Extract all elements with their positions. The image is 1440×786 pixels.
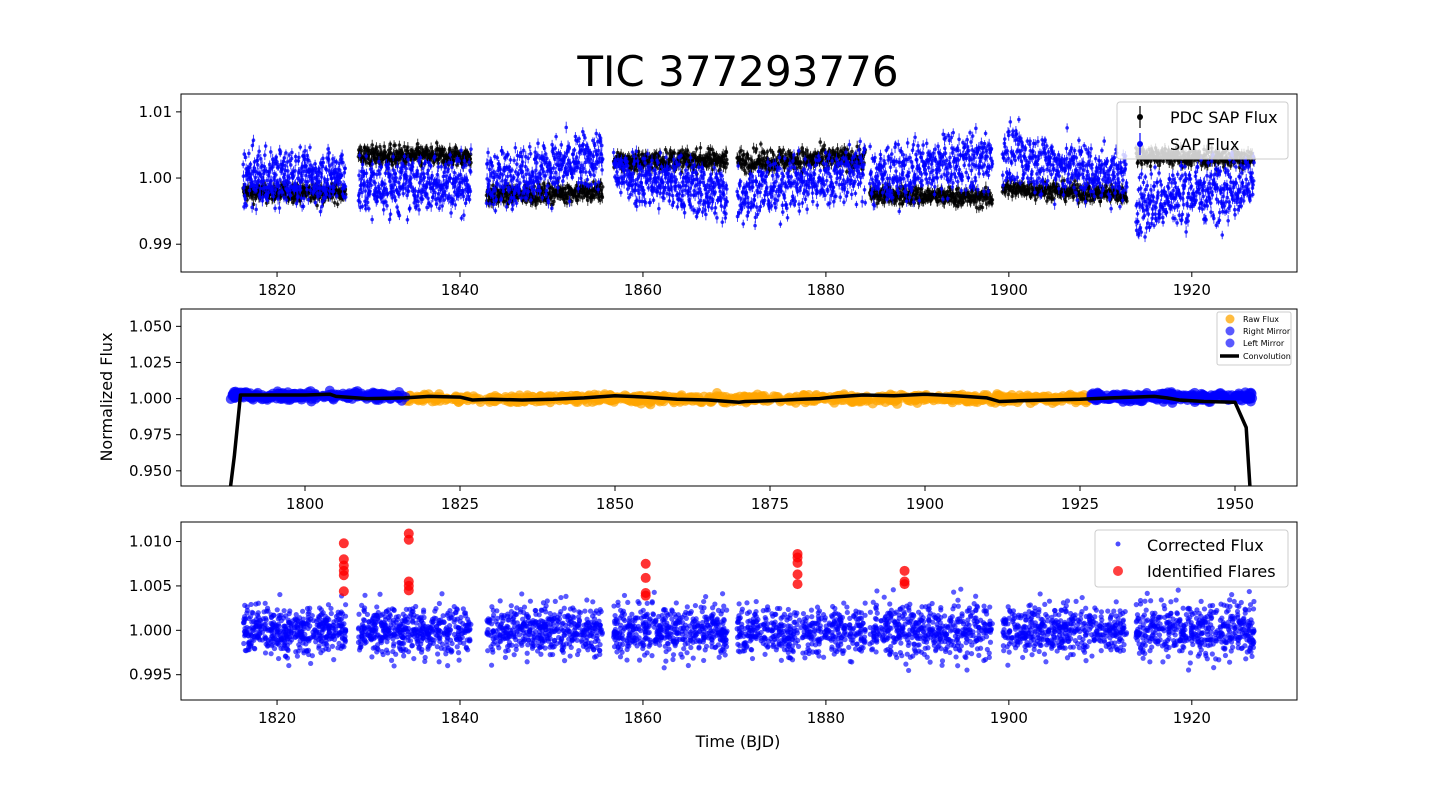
data-point [1063,199,1068,204]
data-point [575,198,580,203]
data-point [419,145,423,150]
data-point [434,141,439,145]
data-point [1073,179,1077,183]
data-point [429,145,433,150]
data-point [757,154,762,158]
data-point [956,186,960,191]
data-point [565,201,569,205]
data-point [600,195,605,200]
data-point [1171,163,1175,167]
data-point [765,150,770,154]
data-point [850,149,854,154]
data-point [454,146,458,150]
data-point [382,144,387,149]
data-point [724,150,729,155]
data-point [1140,162,1144,167]
data-point [335,202,340,207]
data-point [548,190,553,195]
data-point [402,144,407,149]
data-point [442,147,447,152]
data-point [332,200,337,205]
data-point [415,142,420,146]
data-point [534,202,538,207]
plot-area-flux-comparison [241,115,1256,243]
data-point [710,147,714,152]
data-point [990,198,995,202]
data-point [694,147,699,151]
data-point [822,143,827,148]
data-point [672,151,677,155]
data-point [552,199,556,204]
data-point [397,143,402,147]
data-point [585,198,590,203]
data-point [378,144,382,149]
data-point [744,171,748,175]
data-point [370,143,375,147]
data-point [406,145,410,149]
data-point [600,185,605,189]
data-point [984,185,988,190]
data-point [980,205,985,210]
data-point [742,152,746,157]
data-point [358,145,363,149]
data-point [390,163,395,167]
data-point [388,146,393,151]
data-point [538,199,543,204]
data-point [315,203,319,208]
data-point [754,147,759,151]
data-point [725,161,729,166]
data-point [393,143,397,148]
data-point [818,140,823,144]
data-point [565,195,570,200]
chart-title: TIC 377293776 [576,47,898,96]
data-point [1052,196,1056,201]
data-point [430,149,435,154]
data-point [542,184,547,188]
data-point [759,142,763,146]
data-point [1216,161,1221,165]
data-point [367,157,371,161]
data-point [374,160,378,165]
data-point [781,148,786,152]
data-point [739,148,743,153]
data-point [698,145,703,150]
data-point [771,153,776,157]
data-point [1125,199,1129,203]
